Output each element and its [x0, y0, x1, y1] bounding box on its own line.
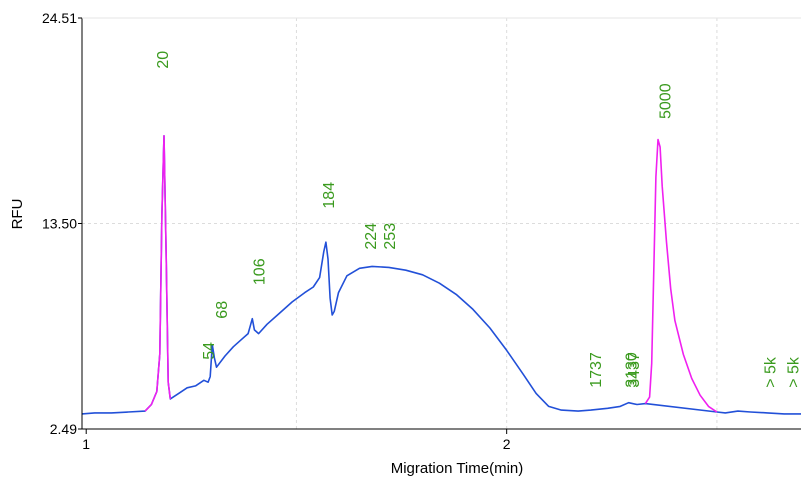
lower-marker-trace — [144, 135, 172, 412]
sample-trace — [81, 135, 801, 415]
peak-label: 54 — [201, 342, 218, 360]
x-tick-label: 1 — [82, 436, 90, 452]
y-tick-label: 2.49 — [50, 421, 77, 437]
plot-area — [81, 135, 801, 415]
peak-label: 1737 — [588, 352, 605, 388]
axes — [78, 17, 801, 434]
upper-marker-trace — [644, 138, 718, 413]
tick-labels: 1 2 2.49 13.50 24.51 — [42, 10, 511, 452]
grid-lines — [82, 18, 801, 429]
peak-label: 3437 — [626, 352, 643, 388]
peak-label: 224 — [363, 223, 380, 250]
peak-label: 253 — [382, 223, 399, 250]
peak-label: 106 — [252, 258, 269, 285]
x-axis-title: Migration Time(min) — [391, 460, 524, 477]
peak-label: 3130 — [624, 352, 641, 388]
x-tick-label: 2 — [503, 436, 511, 452]
peak-label: > 5k — [786, 356, 801, 388]
peak-label: > 5k — [763, 356, 780, 388]
peak-label: 20 — [155, 51, 172, 69]
y-tick-label: 24.51 — [42, 10, 77, 26]
y-axis-title: RFU — [9, 199, 26, 230]
peak-label: 5000 — [657, 83, 674, 119]
peak-label: 184 — [321, 182, 338, 209]
y-tick-label: 13.50 — [42, 216, 77, 232]
peak-label: 68 — [214, 301, 231, 319]
